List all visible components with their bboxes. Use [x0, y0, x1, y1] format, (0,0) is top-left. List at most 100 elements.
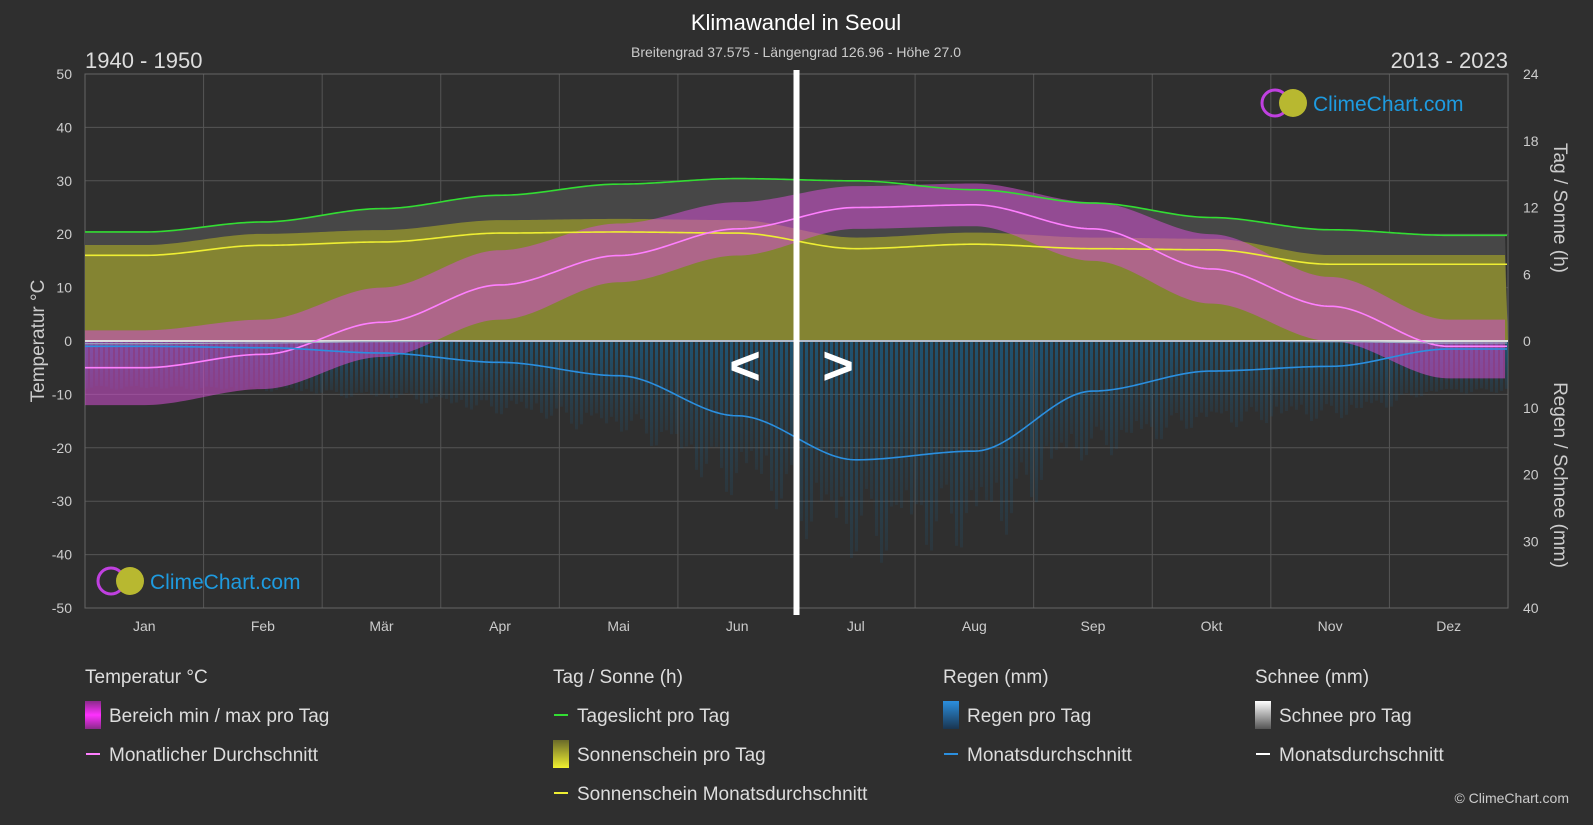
rain-bar	[1215, 341, 1218, 413]
rain-bar	[1030, 341, 1033, 498]
rain-bar	[950, 341, 953, 514]
rain-bar	[1000, 341, 1003, 522]
rain-bar	[1340, 341, 1343, 419]
rain-bar	[465, 341, 468, 408]
rain-bar	[500, 341, 503, 415]
brand-logo-top[interactable]: ClimeChart.com	[1260, 88, 1464, 118]
x-tick-month: Mär	[369, 618, 393, 634]
x-tick-month: Nov	[1318, 618, 1343, 634]
y-tick-left: 40	[56, 119, 72, 135]
rain-bar	[1335, 341, 1338, 414]
rain-bar	[1290, 341, 1293, 407]
rain-bar	[350, 341, 353, 397]
y-tick-right-rain: 40	[1523, 600, 1539, 616]
rain-bar	[820, 341, 823, 501]
rain-bar	[385, 341, 388, 395]
rain-bar	[520, 341, 523, 402]
arrow-left[interactable]: <	[729, 336, 761, 396]
rain-bar	[1350, 341, 1353, 405]
rain-bar	[1345, 341, 1348, 415]
rain-bar	[460, 341, 463, 400]
rain-bar	[715, 341, 718, 447]
temperature-range-area	[85, 183, 1505, 406]
rain-bar	[930, 341, 933, 551]
rain-bar	[600, 341, 603, 419]
rain-bar	[1390, 341, 1393, 407]
rain-bar	[1250, 341, 1253, 408]
rain-bar	[575, 341, 578, 430]
rain-bar	[1275, 341, 1278, 407]
rain-bar	[585, 341, 588, 413]
rain-bar	[365, 341, 368, 392]
chart-subtitle: Breitengrad 37.575 - Längengrad 126.96 -…	[631, 44, 961, 60]
rain-bar	[555, 341, 558, 409]
rain-bar	[815, 341, 818, 483]
rain-bar	[455, 341, 458, 403]
x-tick-month: Jun	[726, 618, 749, 634]
rain-bar	[1055, 341, 1058, 450]
y-tick-right-sun: 0	[1523, 333, 1531, 349]
legend-group: Tag / Sonne (h) Tageslicht pro Tag Sonnens…	[553, 667, 868, 805]
brand-logo-bottom[interactable]: ClimeChart.com	[96, 566, 301, 596]
legend-item-label: Regen pro Tag	[967, 706, 1091, 727]
rain-bar	[690, 341, 693, 445]
x-tick-month: Mai	[607, 618, 630, 634]
rain-bar	[680, 341, 683, 449]
rain-bar	[755, 341, 758, 470]
rain-bar	[1040, 341, 1043, 480]
rain-bar	[785, 341, 788, 475]
x-tick-month: Okt	[1201, 618, 1223, 634]
rain-bar	[730, 341, 733, 496]
rain-bar	[810, 341, 813, 522]
left-axis-ticks: 50 40 30 20 10 0 -10 -20 -30 -40 -50	[52, 66, 72, 616]
rain-bar	[735, 341, 738, 474]
rain-bar	[670, 341, 673, 435]
rain-bar	[490, 341, 493, 407]
rain-bar	[1305, 341, 1308, 415]
y-tick-left: -30	[52, 493, 72, 509]
rain-bar	[1360, 341, 1363, 408]
legend-group: Regen (mm) Regen pro Tag Monatsdurchschnit…	[943, 667, 1132, 766]
rain-bar	[515, 341, 518, 405]
rain-bar	[835, 341, 838, 518]
y-tick-left: -20	[52, 440, 72, 456]
rain-bar	[1110, 341, 1113, 456]
rain-bar	[765, 341, 768, 456]
rain-bar	[1325, 341, 1328, 405]
rain-bar	[1095, 341, 1098, 427]
rain-bar	[960, 341, 963, 548]
y-tick-left: -40	[52, 547, 72, 563]
rain-bar	[1225, 341, 1228, 412]
rain-bar	[1165, 341, 1168, 428]
period-right: 2013 - 2023	[1391, 48, 1508, 73]
period-divider[interactable]	[793, 70, 800, 615]
x-tick-month: Apr	[489, 618, 511, 634]
rain-bar	[1245, 341, 1248, 412]
rain-bar	[510, 341, 513, 401]
rain-bar	[1135, 341, 1138, 422]
rain-bar	[1065, 341, 1068, 448]
x-tick-month: Feb	[251, 618, 275, 634]
legend-item-label: Monatsdurchschnitt	[967, 745, 1132, 766]
rain-bar	[1210, 341, 1213, 412]
legend-item-label: Sonnenschein pro Tag	[577, 745, 766, 766]
rain-bar	[1260, 341, 1263, 421]
rain-bar	[445, 341, 448, 399]
rain-bar	[965, 341, 968, 514]
rain-bar	[625, 341, 628, 431]
rain-bar	[975, 341, 978, 507]
rain-bar	[1015, 341, 1018, 479]
logo-sun-icon	[1279, 89, 1307, 117]
legend-item-label: Schnee pro Tag	[1279, 706, 1412, 727]
legend-header: Tag / Sonne (h)	[553, 667, 683, 688]
legend-swatch	[1255, 701, 1271, 729]
arrow-right[interactable]: >	[822, 336, 854, 396]
legend-swatch	[553, 740, 569, 768]
rain-bar	[880, 341, 883, 563]
rain-bar	[1380, 341, 1383, 403]
x-tick-month: Dez	[1436, 618, 1461, 634]
y-tick-left: 30	[56, 173, 72, 189]
rain-bar	[1120, 341, 1123, 430]
rain-bar	[570, 341, 573, 424]
rain-bar	[745, 341, 748, 464]
